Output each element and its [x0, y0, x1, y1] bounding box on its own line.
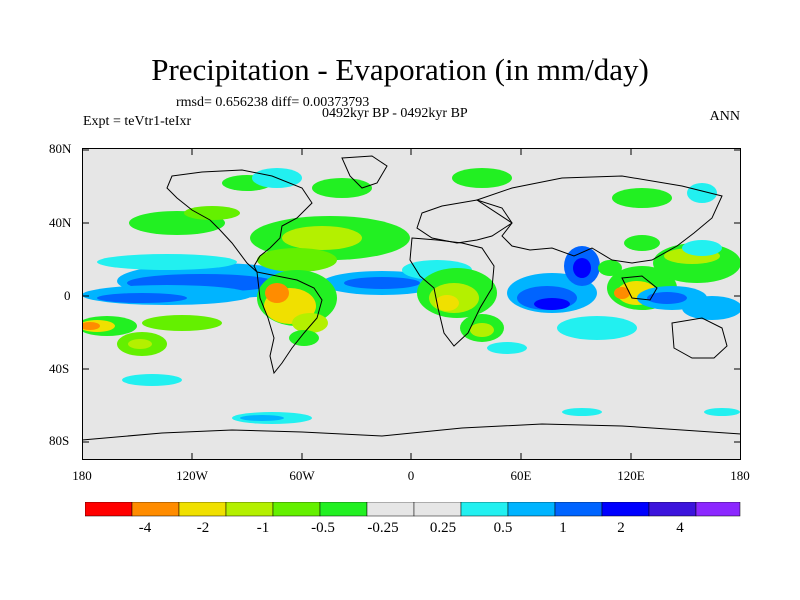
colorbar-label: -0.5 [311, 520, 335, 536]
lon-tick-0: 0 [407, 468, 415, 483]
experiment-label: Expt = teVtr1-teIxr [83, 114, 192, 129]
coastlines [82, 155, 741, 441]
africa-coast [409, 237, 495, 347]
colorbar [85, 502, 741, 517]
colorbar-label: -1 [256, 520, 270, 536]
lat-tick-40s: 40S [49, 361, 70, 376]
lat-tick-0: 0 [64, 288, 71, 303]
colorbar-box-1 [85, 502, 133, 517]
colorbar-label: -4 [138, 520, 152, 536]
colorbar-box-14 [695, 502, 741, 517]
lon-tick-60e: 60E [510, 468, 532, 483]
lon-tick-120w: 120W [176, 468, 208, 483]
australia-coast [671, 317, 728, 359]
south-america-coast [256, 271, 323, 375]
colorbar-label: 0.25 [429, 520, 457, 536]
chart-title: Precipitation - Evaporation (in mm/day) [151, 52, 649, 87]
colorbar-label: -0.25 [367, 520, 399, 536]
colorbar-box-7 [366, 502, 415, 517]
colorbar-box-2 [131, 502, 180, 517]
greenland-coast [341, 155, 388, 189]
colorbar-box-5 [272, 502, 321, 517]
colorbar-box-6 [319, 502, 368, 517]
colorbar-box-10 [507, 502, 556, 517]
colorbar-box-12 [601, 502, 650, 517]
axis-ticks [82, 148, 741, 460]
colorbar-label: -2 [196, 520, 210, 536]
europe-coast [416, 199, 513, 244]
colorbar-label: 0.5 [493, 520, 513, 536]
period-label: 0492kyr BP - 0492kyr BP [322, 106, 468, 121]
antarctica-coast [82, 423, 741, 441]
lat-tick-80n: 80N [49, 141, 72, 156]
borneo-coast [621, 275, 658, 301]
asia-coast [475, 175, 723, 264]
world-map-panel [82, 148, 741, 460]
lat-tick-40n: 40N [49, 215, 72, 230]
colorbar-label: 2 [617, 520, 625, 536]
lon-tick-180e: 180 [730, 468, 750, 483]
lat-tick-80s: 80S [49, 433, 70, 448]
anomaly-field [82, 168, 741, 424]
colorbar-box-9 [460, 502, 509, 517]
colorbar-box-13 [648, 502, 697, 517]
rmsd-diff-stats: rmsd= 0.656238 diff= 0.00373793 [176, 95, 370, 110]
colorbar-label: 4 [676, 520, 684, 536]
north-america-coast [166, 169, 313, 273]
lon-tick-120e: 120E [617, 468, 645, 483]
colorbar-box-3 [178, 502, 227, 517]
colorbar-box-11 [554, 502, 603, 517]
colorbar-label: 1 [559, 520, 567, 536]
lon-tick-180w: 180 [72, 468, 92, 483]
lon-tick-60w: 60W [289, 468, 315, 483]
season-label: ANN [709, 109, 740, 124]
colorbar-box-8 [413, 502, 462, 517]
colorbar-box-4 [225, 502, 274, 517]
